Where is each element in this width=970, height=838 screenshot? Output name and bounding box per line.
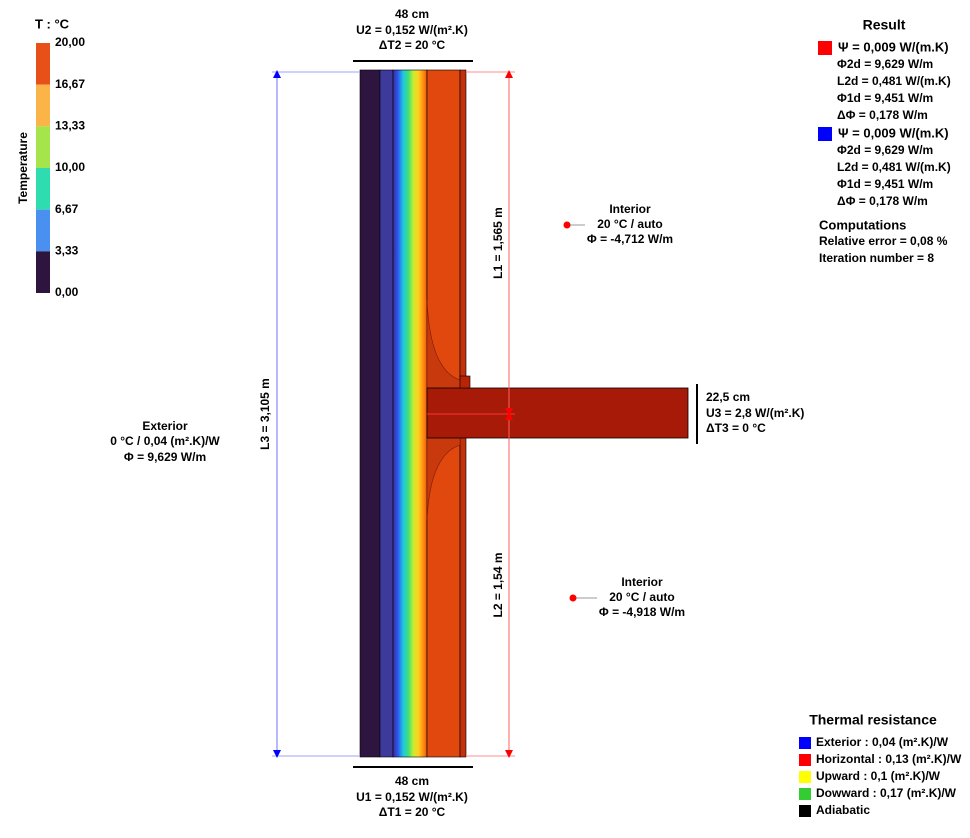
legend-band xyxy=(36,168,50,210)
result-swatch xyxy=(818,127,832,141)
result-title: Result xyxy=(863,17,906,33)
length-l2: L2 = 1,54 m xyxy=(491,552,505,617)
top-u: U2 = 0,152 W/(m².K) xyxy=(356,23,468,37)
result-swatch xyxy=(818,41,832,55)
computation-line: Relative error = 0,08 % xyxy=(819,234,948,248)
resistance-title: Thermal resistance xyxy=(809,712,937,728)
resistance-label: Dowward : 0,17 (m².K)/W xyxy=(816,786,957,800)
resistance-swatch xyxy=(799,771,811,783)
legend-title: T : °C xyxy=(35,16,70,31)
result-line: Φ1d = 9,451 W/m xyxy=(837,91,933,105)
bottom-width: 48 cm xyxy=(395,774,429,788)
legend-tick-label: 13,33 xyxy=(55,119,85,133)
legend-tick-label: 20,00 xyxy=(55,35,85,49)
resistance-swatch xyxy=(799,737,811,749)
top-dt: ΔT2 = 20 °C xyxy=(379,38,446,52)
dimension-lines xyxy=(272,60,698,768)
legend-tick-label: 16,67 xyxy=(55,77,85,91)
legend-tick-label: 6,67 xyxy=(55,202,79,216)
interior-label: Interior xyxy=(621,575,663,589)
bottom-u: U1 = 0,152 W/(m².K) xyxy=(356,790,468,804)
slab-dt: ΔT3 = 0 °C xyxy=(706,421,766,435)
top-width: 48 cm xyxy=(395,7,429,21)
exterior-label: Exterior xyxy=(142,419,188,433)
result-line: L2d = 0,481 W/(m.K) xyxy=(837,160,951,174)
resistance-label: Upward : 0,1 (m².K)/W xyxy=(816,769,941,783)
legend-axis-label: Temperature xyxy=(16,132,30,204)
result-line: ΔΦ = 0,178 W/m xyxy=(837,108,928,122)
resistance-swatch xyxy=(799,754,811,766)
result-blocks: Ψ = 0,009 W/(m.K) Φ2d = 9,629 W/m L2d = 0,… xyxy=(818,39,951,208)
result-line: ΔΦ = 0,178 W/m xyxy=(837,194,928,208)
slab-width: 22,5 cm xyxy=(706,390,750,404)
computations-title: Computations xyxy=(819,217,906,232)
computation-line: Iteration number = 8 xyxy=(819,251,934,265)
resistance-label: Exterior : 0,04 (m².K)/W xyxy=(816,735,949,749)
legend-band xyxy=(36,84,50,127)
result-line: Φ2d = 9,629 W/m xyxy=(837,57,933,71)
resistance-swatch xyxy=(799,788,811,800)
resistance-legend: Exterior : 0,04 (m².K)/W Horizontal : 0,1… xyxy=(799,735,962,817)
bottom-dt: ΔT1 = 20 °C xyxy=(379,805,446,819)
interior-conditions: 20 °C / auto xyxy=(597,217,662,231)
legend-tick-label: 0,00 xyxy=(55,285,79,299)
length-l3: L3 = 3,105 m xyxy=(258,378,272,450)
result-line: Ψ = 0,009 W/(m.K) xyxy=(838,39,949,54)
length-l1: L1 = 1,565 m xyxy=(491,207,505,279)
interior-conditions: 20 °C / auto xyxy=(609,590,674,604)
legend-band xyxy=(36,126,50,168)
resistance-label: Adiabatic xyxy=(816,803,870,817)
resistance-label: Horizontal : 0,13 (m².K)/W xyxy=(816,752,962,766)
slab-u: U3 = 2,8 W/(m².K) xyxy=(706,406,804,420)
interior-flux: Φ = -4,712 W/m xyxy=(587,232,673,246)
wall xyxy=(359,69,689,758)
result-line: Φ1d = 9,451 W/m xyxy=(837,177,933,191)
interior-label: Interior xyxy=(609,202,651,216)
exterior-flux: Φ = 9,629 W/m xyxy=(124,450,206,464)
legend-band xyxy=(36,251,50,293)
legend-band xyxy=(36,43,50,85)
result-line: Ψ = 0,009 W/(m.K) xyxy=(838,125,949,140)
legend-bar xyxy=(36,43,50,293)
exterior-conditions: 0 °C / 0,04 (m².K)/W xyxy=(110,434,220,448)
computations: Relative error = 0,08 % Iteration number … xyxy=(819,234,948,265)
legend-band xyxy=(36,209,50,252)
legend-tick-label: 3,33 xyxy=(55,244,79,258)
legend-tick-label: 10,00 xyxy=(55,160,85,174)
result-line: Φ2d = 9,629 W/m xyxy=(837,143,933,157)
interior-flux: Φ = -4,918 W/m xyxy=(599,605,685,619)
result-line: L2d = 0,481 W/(m.K) xyxy=(837,74,951,88)
resistance-swatch xyxy=(799,805,811,817)
